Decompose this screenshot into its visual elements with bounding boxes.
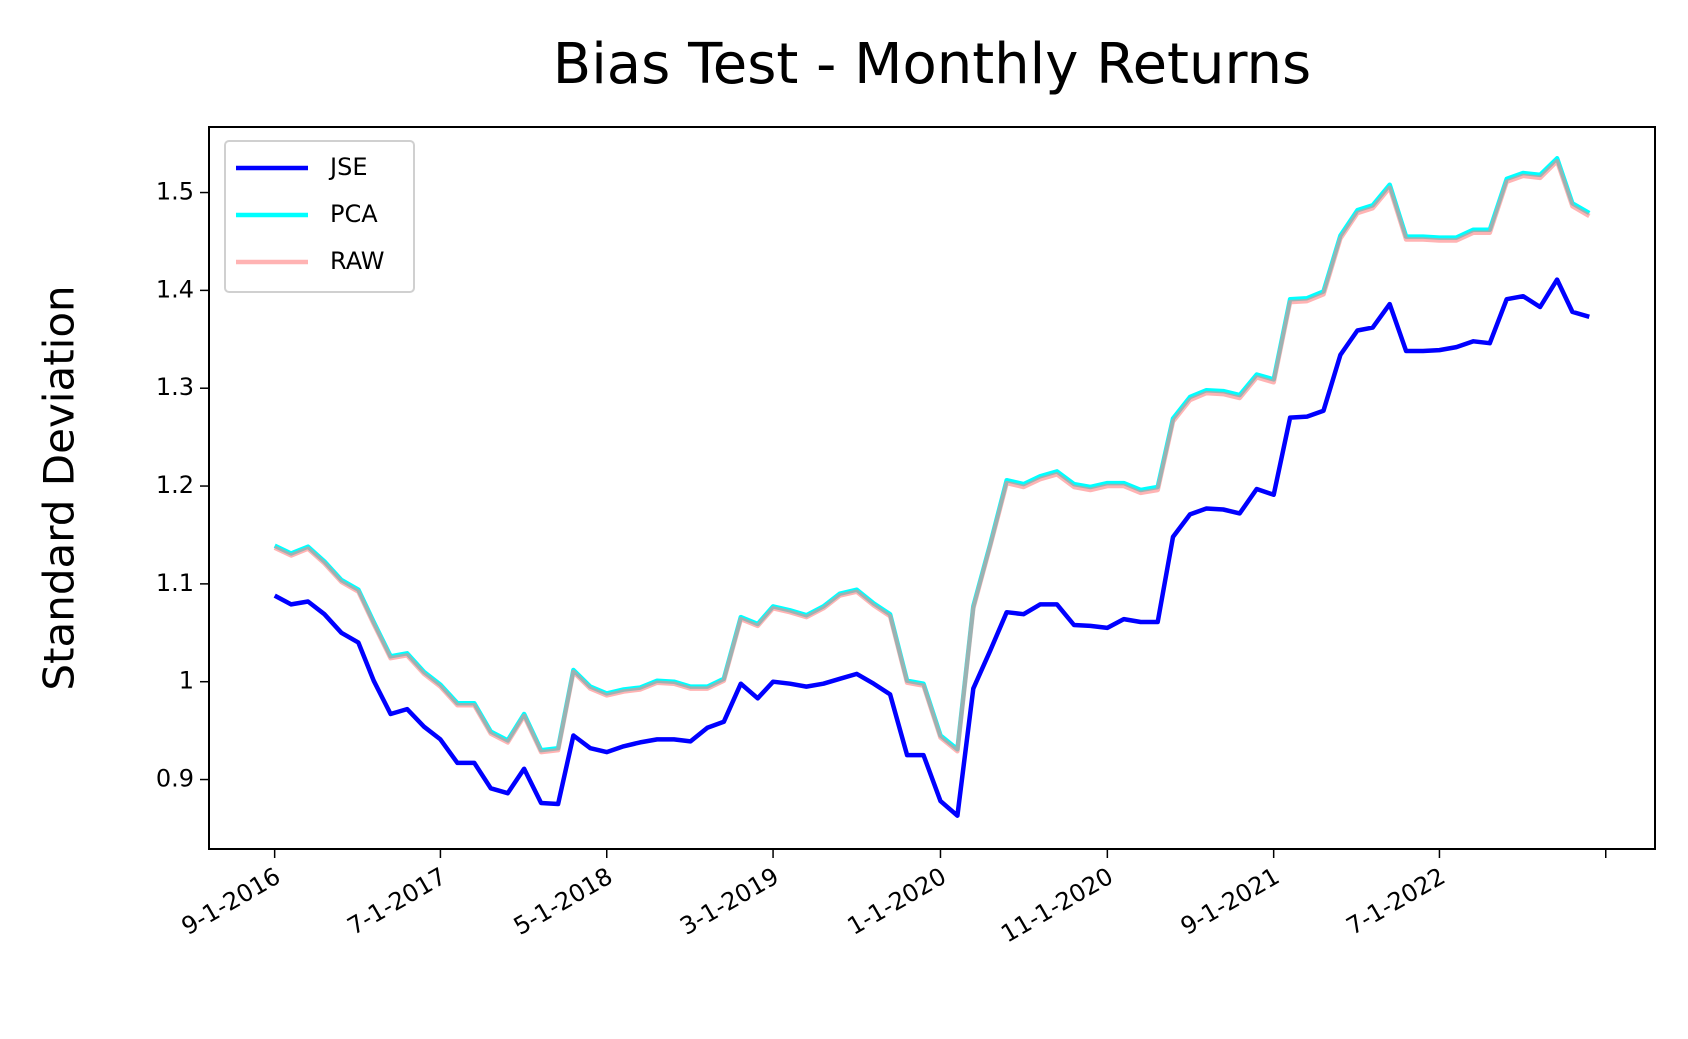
legend-label: PCA xyxy=(330,200,378,228)
x-tick-label: 7-1-2017 xyxy=(343,862,451,941)
plot-frame xyxy=(208,126,1656,850)
x-tick-label: 9-1-2016 xyxy=(177,862,285,941)
y-tick-label: 1 xyxy=(179,667,194,695)
legend-box xyxy=(224,140,415,293)
y-tick-label: 1.4 xyxy=(156,275,194,303)
x-tick-label: 1-1-2020 xyxy=(843,862,951,941)
x-tick-label: 3-1-2019 xyxy=(675,862,783,941)
y-axis-label: Standard Deviation xyxy=(35,285,84,690)
y-tick-label: 1.2 xyxy=(156,471,194,499)
x-tick-label: 9-1-2021 xyxy=(1176,862,1284,941)
y-tick-label: 0.9 xyxy=(156,765,194,793)
legend-label: JSE xyxy=(328,153,367,181)
x-tick-label: 11-1-2020 xyxy=(996,862,1118,948)
legend-label: RAW xyxy=(330,247,385,275)
series-line xyxy=(273,156,1591,753)
x-tick-label: 5-1-2018 xyxy=(509,862,617,941)
series-line xyxy=(273,277,1590,818)
y-tick-label: 1.3 xyxy=(156,373,194,401)
series-line xyxy=(273,158,1591,755)
x-tick-label: 7-1-2022 xyxy=(1342,862,1450,941)
y-tick-label: 1.1 xyxy=(156,569,194,597)
chart-title: Bias Test - Monthly Returns xyxy=(553,32,1311,97)
y-tick-label: 1.5 xyxy=(156,178,194,206)
